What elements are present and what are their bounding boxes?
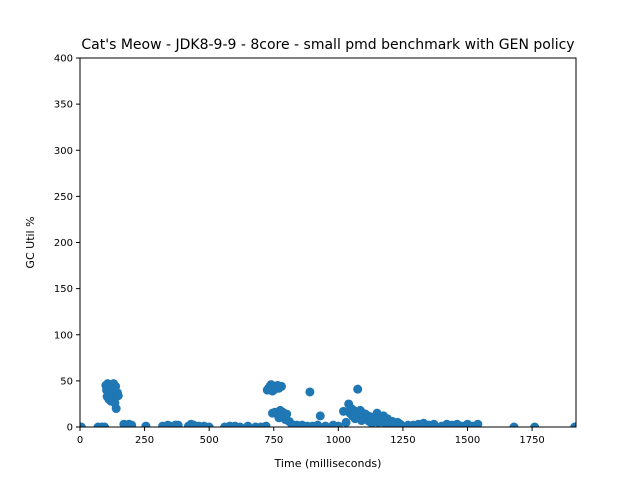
- data-point: [141, 421, 151, 427]
- x-tick-label: 1750: [519, 435, 544, 446]
- data-point: [261, 421, 271, 427]
- y-tick-label: 50: [60, 376, 73, 387]
- x-tick-label: 250: [135, 435, 154, 446]
- data-point: [282, 409, 292, 419]
- data-point: [473, 419, 483, 427]
- data-point: [127, 420, 137, 427]
- data-point: [243, 421, 253, 427]
- data-point: [530, 422, 540, 427]
- y-tick-label: 250: [54, 192, 73, 203]
- data-point: [353, 384, 363, 394]
- plot-frame: [79, 57, 577, 428]
- x-tick-label: 750: [264, 435, 283, 446]
- data-point: [570, 422, 576, 427]
- data-point: [315, 411, 325, 421]
- x-tick-label: 1000: [326, 435, 351, 446]
- data-point: [429, 419, 439, 427]
- data-point: [509, 422, 519, 427]
- data-point: [113, 391, 123, 401]
- y-axis-label: GC Util %: [24, 216, 37, 268]
- data-point: [341, 417, 351, 427]
- y-tick-label: 150: [54, 284, 73, 295]
- data-point: [111, 404, 121, 414]
- y-tick-label: 0: [67, 423, 73, 434]
- data-point: [100, 422, 110, 427]
- data-point: [313, 420, 323, 427]
- y-tick-label: 200: [54, 238, 73, 249]
- x-tick-label: 500: [200, 435, 219, 446]
- data-point: [235, 422, 245, 427]
- y-tick-label: 400: [54, 54, 73, 65]
- data-point: [395, 419, 405, 427]
- y-tick-label: 300: [54, 146, 73, 157]
- x-axis: 0 250 500 750 1000 1250 1500 1750: [77, 427, 545, 446]
- x-tick-label: 0: [77, 435, 83, 446]
- y-tick-label: 100: [54, 330, 73, 341]
- data-point: [320, 421, 330, 427]
- data-point: [277, 381, 286, 391]
- x-axis-label: Time (milliseconds): [274, 457, 382, 470]
- data-points: [80, 379, 576, 427]
- chart-title: Cat's Meow - JDK8-9-9 - 8core - small pm…: [81, 37, 574, 53]
- y-axis: 0 50 100 150 200 250 300 350 400: [54, 54, 80, 434]
- data-point: [305, 387, 315, 397]
- y-tick-label: 350: [54, 100, 73, 111]
- x-tick-label: 1500: [455, 435, 480, 446]
- data-point: [333, 421, 343, 427]
- data-point: [80, 422, 86, 427]
- data-point: [173, 420, 183, 427]
- x-tick-label: 1250: [390, 435, 415, 446]
- data-point: [204, 422, 214, 427]
